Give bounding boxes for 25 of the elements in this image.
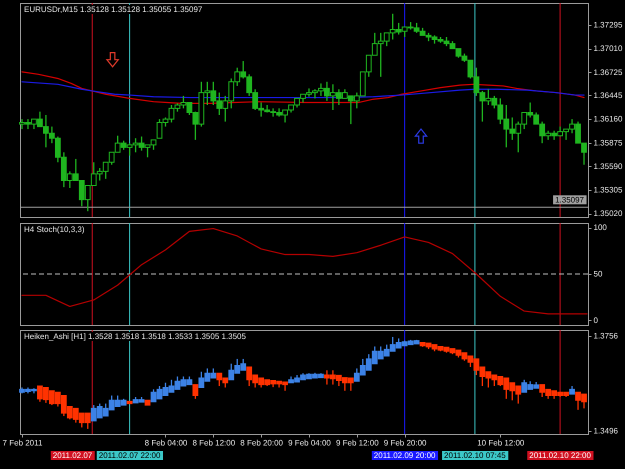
y-tick-label: 100 (594, 223, 608, 232)
x-tick-label: 7 Feb 2011 (2, 438, 43, 448)
chart-title: EURUSDr,M15 1.35128 1.35128 1.35055 1.35097 (24, 5, 203, 14)
chart-title: H4 Stoch(10,3,3) (24, 225, 85, 234)
y-tick-label: 1.35020 (594, 209, 623, 218)
y-tick-label: 1.36445 (594, 90, 623, 100)
y-tick-label: 1.3756 (594, 331, 619, 340)
y-tick-label: 1.3496 (594, 426, 619, 436)
x-tick-label: 8 Feb 20:00 (240, 438, 284, 448)
y-tick-label: 1.35305 (594, 186, 623, 195)
y-tick-label: 0 (594, 316, 598, 325)
x-tick-label: 9 Feb 12:00 (336, 438, 380, 448)
y-tick-label: 1.35875 (594, 138, 623, 148)
x-tick-label: 8 Feb 04:00 (144, 438, 188, 448)
y-tick-label: 1.36160 (594, 114, 623, 124)
y-tick-label: 1.36725 (594, 68, 623, 77)
y-tick-label: 50 (594, 270, 603, 278)
x-tick-label: 9 Feb 20:00 (384, 438, 428, 448)
y-tick-label: 1.37295 (594, 20, 623, 30)
chart-title: Heiken_Ashi [H1] 1.3528 1.3518 1.3518 1.3533 1.3505 1.3505 (24, 332, 247, 341)
y-tick-label: 1.35590 (594, 162, 623, 171)
x-tick-label: 9 Feb 04:00 (288, 438, 332, 448)
x-tick-label: 10 Feb 12:00 (477, 438, 525, 448)
x-tick-label: 8 Feb 12:00 (192, 438, 236, 448)
y-tick-label: 1.37010 (594, 44, 623, 54)
